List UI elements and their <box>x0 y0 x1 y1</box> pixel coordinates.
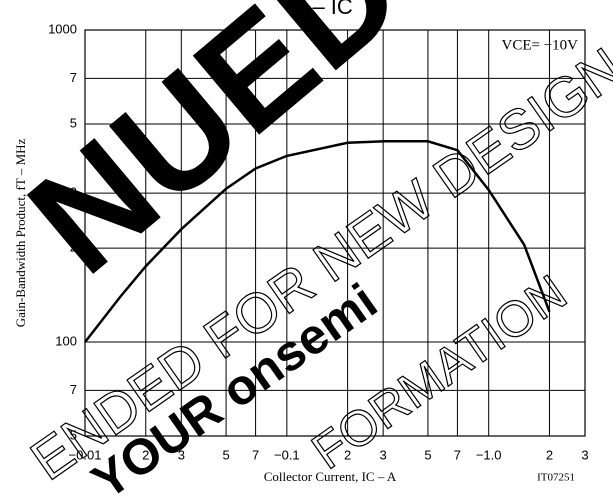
x-tick-label: 2 <box>546 447 553 462</box>
chart-title: fT – IC <box>287 0 353 19</box>
y-tick-label: 5 <box>70 115 77 130</box>
x-tick-label: 2 <box>142 447 149 462</box>
x-tick-label: −1.0 <box>476 447 502 462</box>
y-tick-label: 2 <box>70 240 77 255</box>
x-axis-label: Collector Current, IC – A <box>264 469 397 484</box>
x-tick-label: 5 <box>424 447 431 462</box>
y-tick-label: 100 <box>55 333 77 348</box>
x-tick-label: 5 <box>222 447 229 462</box>
x-tick-label: −0.01 <box>69 447 102 462</box>
y-tick-label: 7 <box>70 70 77 85</box>
x-tick-label: −0.1 <box>274 447 300 462</box>
figure-id: IT07251 <box>537 472 575 484</box>
x-tick-label: 3 <box>178 447 185 462</box>
plot: 1000 7 5 3 2 100 7 5 −0.01 2 3 5 7 −0.1 2 3 5 7 −1.0 2 3 <box>48 21 589 462</box>
x-tick-label: 2 <box>344 447 351 462</box>
annotation: VCE= −10V <box>501 37 578 53</box>
x-tick-label: 7 <box>454 447 461 462</box>
y-tick-label: 1000 <box>48 21 77 36</box>
line <box>84 140 551 343</box>
y-axis-label: Gain-Bandwidth Product, fT – MHz <box>13 138 28 327</box>
x-tick-label: 3 <box>581 447 588 462</box>
y-tick-label: 3 <box>70 185 77 200</box>
x-tick-label: 7 <box>252 447 259 462</box>
y-tick-label: 5 <box>70 427 77 442</box>
x-tick-label: 3 <box>380 447 387 462</box>
y-tick-label: 7 <box>70 382 77 397</box>
